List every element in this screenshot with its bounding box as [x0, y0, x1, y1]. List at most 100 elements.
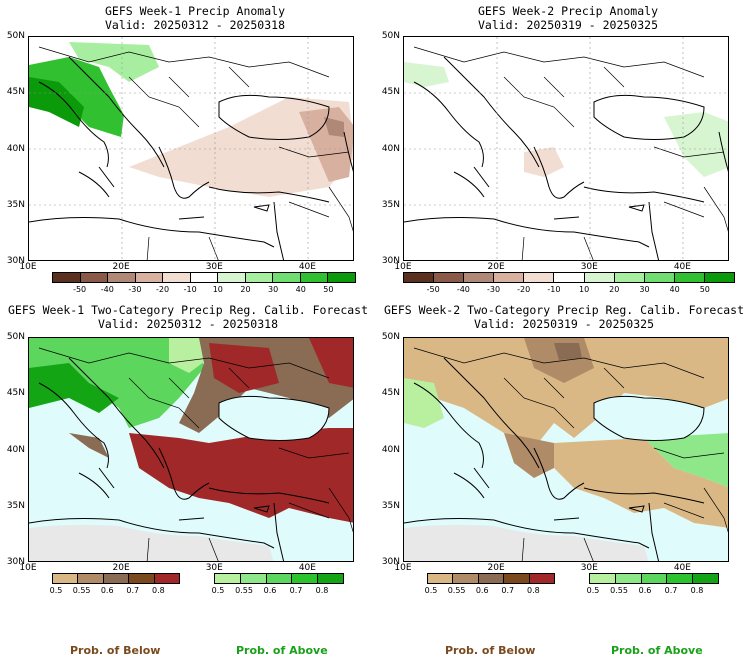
- panel1-title: GEFS Week-1 Precip Anomaly Valid: 202503…: [30, 4, 360, 32]
- panel2-map-svg: [404, 37, 728, 260]
- below-colorbar-left: [52, 573, 180, 584]
- colorbar-swatch: [266, 574, 293, 583]
- colorbar-label: 50: [699, 285, 710, 294]
- colorbar-label: 0.7: [664, 586, 678, 595]
- below-colorbar-right: [427, 573, 555, 584]
- colorbar-swatch: [129, 574, 155, 583]
- coast-africa: [29, 217, 275, 248]
- coast-crete: [178, 216, 205, 220]
- lon-label: 40E: [673, 262, 691, 272]
- colorbar-swatch: [215, 574, 241, 583]
- colorbar-swatch: [641, 574, 668, 583]
- lat-label: 45N: [6, 87, 25, 98]
- colorbar-label: 0.7: [126, 586, 140, 595]
- above-prob-east: [644, 433, 728, 488]
- lat-label: 45N: [381, 388, 400, 399]
- colorbar-label: 30: [639, 285, 650, 294]
- colorbar-label: 0.8: [315, 586, 329, 595]
- colorbar-label: 0.7: [289, 586, 303, 595]
- panel4-map-svg: [404, 338, 728, 561]
- below-prob-turkey: [129, 428, 353, 523]
- footer-above-right: Prob. of Above: [611, 644, 703, 657]
- lon-label: 20E: [487, 563, 505, 573]
- panel1-title-text: GEFS Week-1 Precip Anomaly: [104, 4, 285, 18]
- colorbar-label: 0.6: [475, 586, 489, 595]
- lon-label: 10E: [394, 563, 412, 573]
- colorbar-swatch: [218, 273, 246, 282]
- colorbar-swatch: [78, 574, 104, 583]
- colorbar-swatch: [494, 273, 525, 282]
- above-prob-strong: [29, 363, 119, 413]
- colorbar-swatch: [240, 574, 267, 583]
- panel3-title-text: GEFS Week-1 Two-Category Precip Reg. Cal…: [7, 303, 369, 317]
- colorbar-label: -50: [426, 285, 440, 294]
- below-prob-turkey: [554, 438, 728, 528]
- colorbar-swatch: [300, 273, 329, 282]
- colorbar-swatch: [328, 273, 356, 282]
- footer-below-left: Prob. of Below: [70, 644, 161, 657]
- panel2-title-text: GEFS Week-2 Precip Anomaly: [477, 4, 658, 18]
- lat-label: 30N: [6, 256, 25, 266]
- colorbar-swatch: [103, 574, 130, 583]
- colorbar-label: 0.5: [586, 586, 600, 595]
- colorbar-swatch: [478, 574, 505, 583]
- lat-label: 50N: [381, 31, 400, 41]
- lon-label: 30E: [205, 262, 223, 272]
- colorbar-swatch: [674, 273, 705, 282]
- coast-levant: [273, 201, 285, 260]
- coast-italy: [38, 81, 115, 198]
- colorbar-label: 20: [240, 285, 251, 294]
- lon-label: 30E: [580, 262, 598, 272]
- colorbar-label: -50: [73, 285, 87, 294]
- above-colorbar-left: [214, 573, 344, 584]
- colorbar-swatch: [704, 273, 735, 282]
- lat-label: 30N: [381, 256, 400, 266]
- colorbar-swatch: [404, 273, 435, 282]
- lat-label: 30N: [6, 557, 25, 567]
- lon-label: 20E: [487, 262, 505, 272]
- colorbar-label: 10: [578, 285, 590, 294]
- lat-label: 45N: [6, 388, 25, 399]
- colorbar-label: 0.7: [501, 586, 515, 595]
- coast-greece: [158, 146, 210, 199]
- colorbar-label: -40: [456, 285, 470, 294]
- panel1-valid-text: Valid: 20250312 - 20250318: [104, 18, 285, 32]
- above-colorbar-right: [589, 573, 719, 584]
- lon-label: 40E: [298, 262, 316, 272]
- panel2-map: [403, 36, 729, 261]
- colorbar-swatch: [554, 273, 585, 282]
- colorbar-swatch: [590, 574, 616, 583]
- coast-adriatic: [68, 56, 165, 168]
- lat-label: 30N: [381, 557, 400, 567]
- colorbar-label: 10: [212, 285, 223, 294]
- colorbar-label: -10: [547, 285, 561, 294]
- colorbar-label: 0.6: [100, 586, 114, 595]
- panel3-map: [28, 337, 354, 562]
- panel4-title: GEFS Week-2 Two-Category Precip Reg. Cal…: [376, 303, 752, 331]
- colorbar-swatch: [644, 273, 675, 282]
- colorbar-label: 0.8: [152, 586, 165, 595]
- colorbar-swatch: [53, 574, 79, 583]
- colorbar-swatch: [108, 273, 136, 282]
- lon-label: 40E: [673, 563, 691, 573]
- footer-above-left: Prob. of Above: [236, 644, 328, 657]
- land-africa-gray: [29, 524, 274, 561]
- lat-label: 35N: [381, 500, 400, 511]
- colorbar-label: 30: [267, 285, 279, 294]
- colorbar-swatch: [53, 273, 81, 282]
- colorbar-label: -40: [100, 285, 114, 294]
- coast-turkey: [208, 186, 330, 203]
- below-prob-east: [309, 338, 353, 388]
- colorbar-swatch: [464, 273, 495, 282]
- lon-label: 10E: [19, 563, 37, 573]
- colorbar-label: -20: [517, 285, 531, 294]
- colorbar-swatch: [428, 574, 454, 583]
- below-prob-core: [554, 343, 582, 360]
- above-prob-light: [169, 338, 209, 373]
- coast-caspian: [343, 131, 353, 172]
- colorbar-swatch: [163, 273, 191, 282]
- lat-label: 40N: [6, 444, 25, 455]
- colorbar-label: -20: [155, 285, 170, 294]
- colorbar-label: 0.55: [447, 586, 466, 595]
- lat-label: 40N: [381, 143, 400, 154]
